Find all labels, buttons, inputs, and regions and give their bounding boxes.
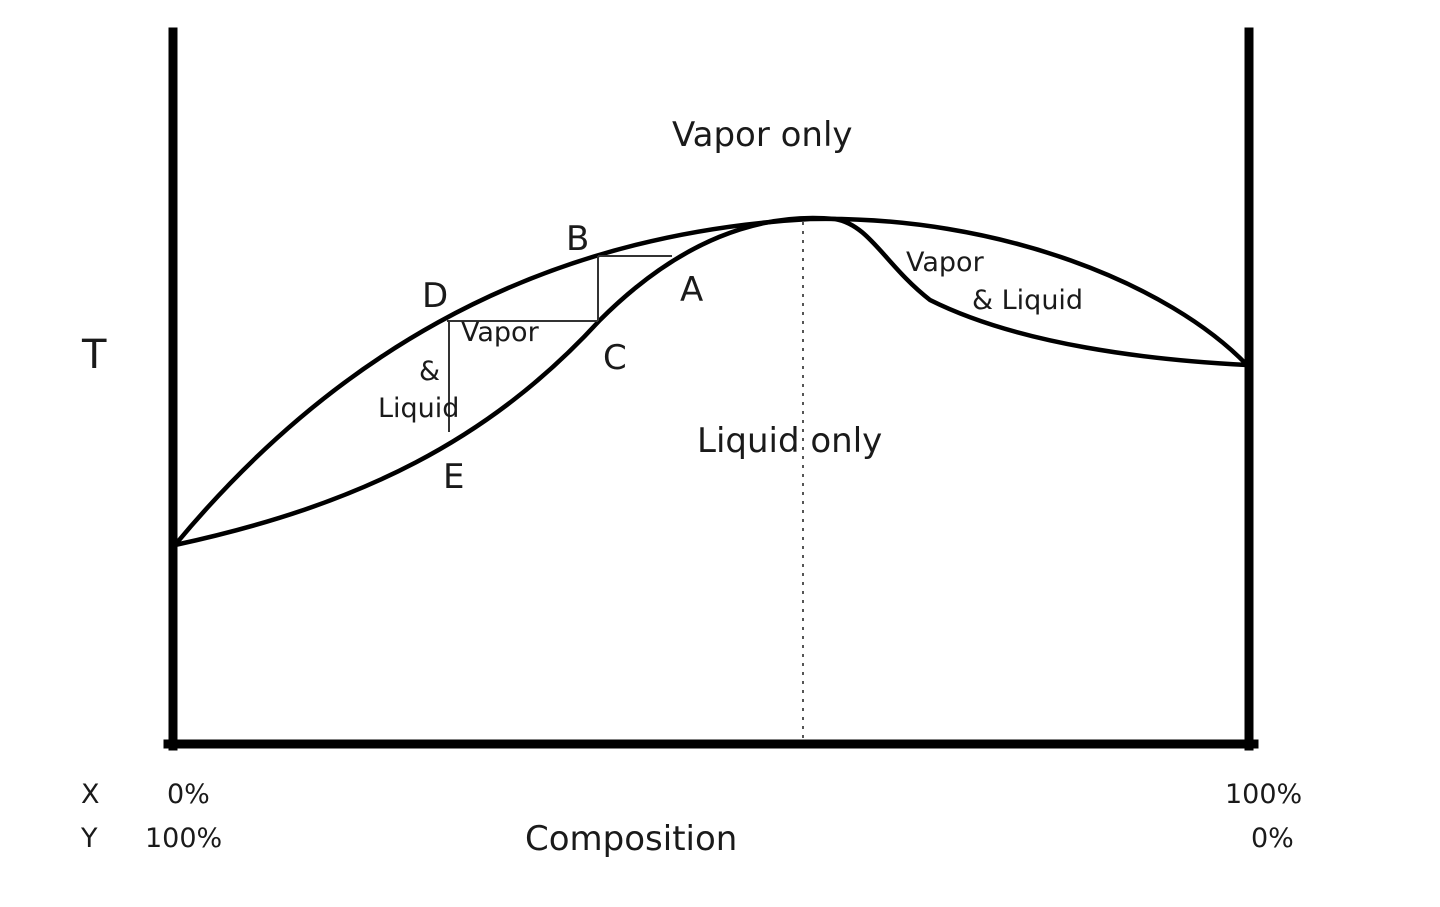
y-axis-label: T [81,332,107,378]
y-row-label: Y [80,823,98,854]
point-e-label: E [443,457,464,497]
x-row-label: X [81,779,100,810]
y-left-value: 100% [145,823,222,854]
left-two-phase-liquid: Liquid [378,393,459,424]
x-left-value: 0% [167,779,210,810]
point-b-label: B [566,219,589,259]
liquid-only-label: Liquid only [697,421,882,461]
vapor-only-label: Vapor only [672,115,853,155]
right-two-phase-liquid: & Liquid [972,285,1083,316]
y-right-value: 0% [1251,823,1294,854]
point-d-label: D [422,276,448,316]
left-two-phase-amp: & [419,356,440,387]
x-axis-label: Composition [525,819,737,859]
point-a-label: A [680,270,703,310]
bubble-curve [174,215,1248,548]
x-right-value: 100% [1225,779,1302,810]
left-two-phase-vapor: Vapor [461,317,540,348]
point-c-label: C [603,338,627,378]
right-two-phase-vapor: Vapor [906,247,985,278]
